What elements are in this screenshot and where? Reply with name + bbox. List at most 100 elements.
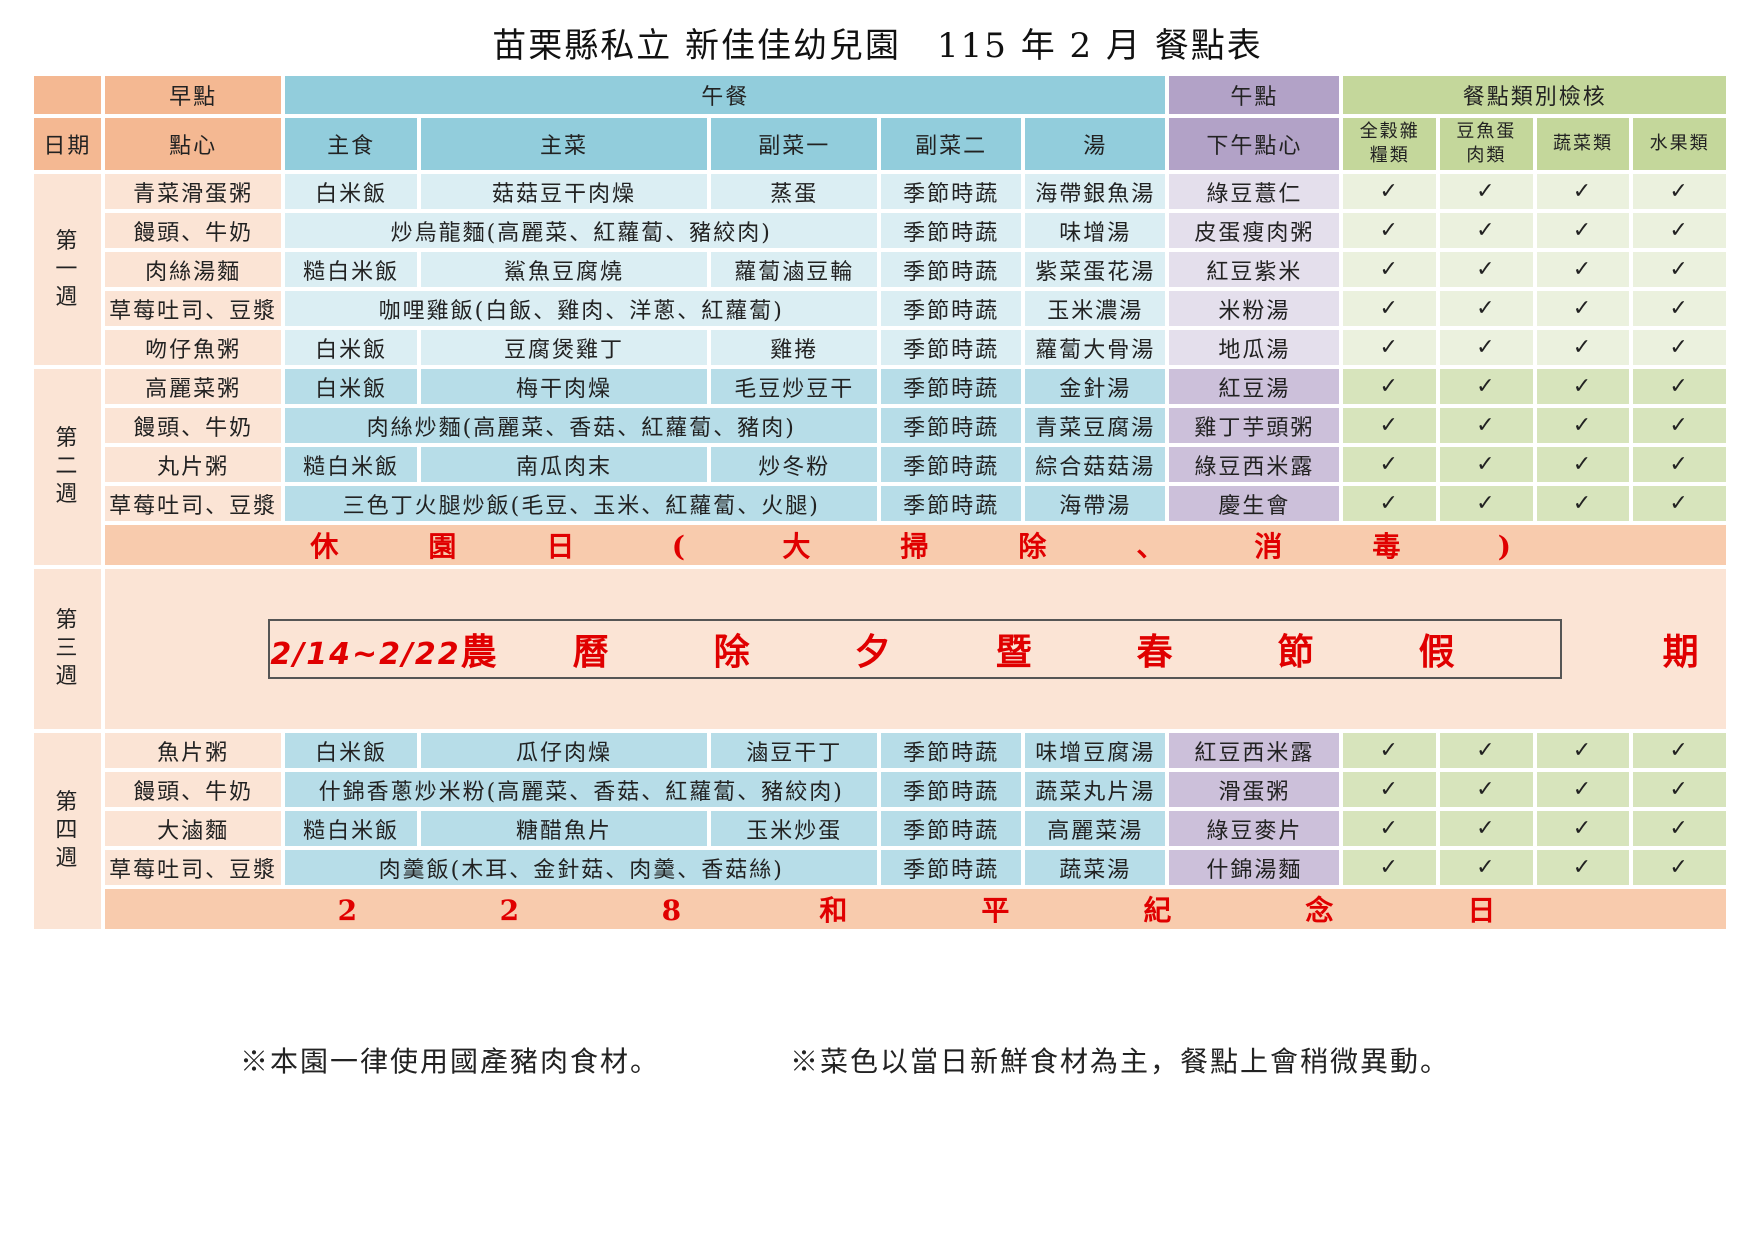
snack-cell: 雞丁芋頭粥 (1169, 408, 1340, 443)
check-protein: ✓ (1440, 369, 1533, 404)
col-protein-label: 豆魚蛋肉類 (1456, 121, 1517, 166)
side2-cell: 季節時蔬 (881, 213, 1022, 248)
holiday-char: 除 (713, 631, 752, 673)
week-label-char: 一 (55, 256, 80, 282)
closure-notice: 2 2 8 和 平 紀 念 日 (104, 889, 1726, 929)
col-protein: 豆魚蛋肉類 (1440, 118, 1533, 170)
meal-row: 饅頭、牛奶 什錦香蔥炒米粉(高麗菜、香菇、紅蘿蔔、豬絞肉) 季節時蔬 蔬菜丸片湯 滑蛋粥… (34, 772, 1726, 807)
closure-char: 念 (1305, 894, 1336, 927)
col-veg: 蔬菜類 (1536, 118, 1630, 170)
check-protein: ✓ (1440, 330, 1533, 365)
closure-row: 2 2 8 和 平 紀 念 日 (34, 889, 1726, 929)
breakfast-cell: 草莓吐司、豆漿 (104, 291, 282, 326)
check-protein: ✓ (1440, 408, 1533, 443)
col-main: 主菜 (420, 118, 708, 170)
check-grain: ✓ (1343, 252, 1437, 287)
side2-cell: 季節時蔬 (881, 811, 1022, 846)
check-fruit: ✓ (1633, 369, 1726, 404)
meal-row: 草莓吐司、豆漿 咖哩雞飯(白飯、雞肉、洋蔥、紅蘿蔔) 季節時蔬 玉米濃湯 米粉湯 ✓ ✓ ✓ ✓ (34, 291, 1726, 326)
breakfast-cell: 草莓吐司、豆漿 (104, 486, 282, 521)
check-protein: ✓ (1440, 447, 1533, 482)
check-veg: ✓ (1536, 850, 1630, 885)
side1-cell: 玉米炒蛋 (711, 811, 878, 846)
week-label-char: 四 (55, 818, 80, 843)
check-veg: ✓ (1536, 486, 1630, 521)
side2-cell: 季節時蔬 (881, 486, 1022, 521)
breakfast-cell: 丸片粥 (104, 447, 282, 482)
snack-cell: 紅豆湯 (1169, 369, 1340, 404)
meal-row: 草莓吐司、豆漿 三色丁火腿炒飯(毛豆、玉米、紅蘿蔔、火腿) 季節時蔬 海帶湯 慶生會 ✓ ✓… (34, 486, 1726, 521)
week-label: 第三週 (34, 569, 101, 729)
holiday-char: 假 (1418, 631, 1457, 673)
week-label-char: 二 (55, 454, 80, 479)
side1-cell: 蒸蛋 (711, 174, 878, 209)
combined-lunch-cell: 三色丁火腿炒飯(毛豆、玉米、紅蘿蔔、火腿) (285, 486, 878, 521)
week-label-char: 第 (55, 790, 80, 815)
side2-cell: 季節時蔬 (881, 174, 1022, 209)
combined-lunch-cell: 炒烏龍麵(高麗菜、紅蘿蔔、豬絞肉) (285, 213, 878, 248)
meal-row: 第一週青菜滑蛋粥 白米飯 菇菇豆干肉燥 蒸蛋 季節時蔬 海帶銀魚湯 綠豆薏仁 ✓ ✓ ✓ ✓ (34, 174, 1726, 365)
closure-char: 2 (337, 894, 360, 927)
check-fruit: ✓ (1633, 330, 1726, 365)
check-grain: ✓ (1343, 369, 1437, 404)
col-side1: 副菜一 (711, 118, 878, 170)
check-protein: ✓ (1440, 291, 1533, 326)
meal-row: 饅頭、牛奶 炒烏龍麵(高麗菜、紅蘿蔔、豬絞肉) 季節時蔬 味增湯 皮蛋瘦肉粥 ✓ ✓ ✓ ✓ (34, 213, 1726, 248)
side2-cell: 季節時蔬 (881, 850, 1022, 885)
meal-row: 第二週高麗菜粥 白米飯 梅干肉燥 毛豆炒豆干 季節時蔬 金針湯 紅豆湯 ✓ ✓ ✓ ✓ (34, 369, 1726, 565)
holiday-char: 暨 (995, 631, 1034, 673)
snack-cell: 綠豆薏仁 (1169, 174, 1340, 209)
closure-char: 和 (819, 894, 850, 927)
combined-lunch-cell: 肉絲炒麵(高麗菜、香菇、紅蘿蔔、豬肉) (285, 408, 878, 443)
closure-char: 掃 (900, 530, 931, 563)
snack-cell: 地瓜湯 (1169, 330, 1340, 365)
soup-cell: 紫菜蛋花湯 (1025, 252, 1166, 287)
check-grain: ✓ (1343, 291, 1437, 326)
snack-cell: 米粉湯 (1169, 291, 1340, 326)
side2-cell: 季節時蔬 (881, 408, 1022, 443)
staple-cell: 糙白米飯 (285, 252, 417, 287)
side1-cell: 蘿蔔滷豆輪 (711, 252, 878, 287)
note-menu-change: ※菜色以當日新鮮食材為主，餐點上會稍微異動。 (790, 1045, 1451, 1078)
side1-cell: 毛豆炒豆干 (711, 369, 878, 404)
check-fruit: ✓ (1633, 174, 1726, 209)
closure-char: 大 (782, 530, 813, 563)
week-label-char: 第 (55, 608, 80, 633)
snack-cell: 皮蛋瘦肉粥 (1169, 213, 1340, 248)
soup-cell: 海帶銀魚湯 (1025, 174, 1166, 209)
col-grain-label: 全穀雜糧類 (1359, 121, 1420, 166)
breakfast-cell: 大滷麵 (104, 811, 282, 846)
staple-cell: 白米飯 (285, 174, 417, 209)
check-protein: ✓ (1440, 174, 1533, 209)
check-fruit: ✓ (1633, 252, 1726, 287)
breakfast-cell: 青菜滑蛋粥 (104, 174, 282, 209)
check-fruit: ✓ (1633, 213, 1726, 248)
meal-row: 草莓吐司、豆漿 肉羹飯(木耳、金針菇、肉羹、香菇絲) 季節時蔬 蔬菜湯 什錦湯麵 ✓ ✓ ✓ ✓ (34, 850, 1726, 885)
staple-cell: 糙白米飯 (285, 811, 417, 846)
closure-char: 休 (310, 530, 341, 563)
check-fruit: ✓ (1633, 291, 1726, 326)
side2-cell: 季節時蔬 (881, 330, 1022, 365)
closure-char: 8 (661, 894, 684, 927)
soup-cell: 金針湯 (1025, 369, 1166, 404)
closure-char: ) (1497, 530, 1513, 563)
check-veg: ✓ (1536, 772, 1630, 807)
check-fruit: ✓ (1633, 772, 1726, 807)
soup-cell: 味增湯 (1025, 213, 1166, 248)
holiday-char: 夕 (854, 631, 893, 673)
closure-char: 日 (546, 530, 577, 563)
check-grain: ✓ (1343, 486, 1437, 521)
main-dish-cell: 豆腐煲雞丁 (420, 330, 708, 365)
col-staple: 主食 (285, 118, 417, 170)
meal-row: 第四週魚片粥 白米飯 瓜仔肉燥 滷豆干丁 季節時蔬 味增豆腐湯 紅豆西米露 ✓ ✓ ✓ ✓ (34, 733, 1726, 929)
col-breakfast: 點心 (104, 118, 282, 170)
check-fruit: ✓ (1633, 850, 1726, 885)
main-dish-cell: 梅干肉燥 (420, 369, 708, 404)
col-fruit: 水果類 (1633, 118, 1726, 170)
breakfast-cell: 饅頭、牛奶 (104, 772, 282, 807)
closure-char: 、 (1136, 530, 1167, 563)
closure-char: 園 (428, 530, 459, 563)
snack-cell: 滑蛋粥 (1169, 772, 1340, 807)
check-veg: ✓ (1536, 252, 1630, 287)
week-label: 第一週 (34, 174, 101, 365)
